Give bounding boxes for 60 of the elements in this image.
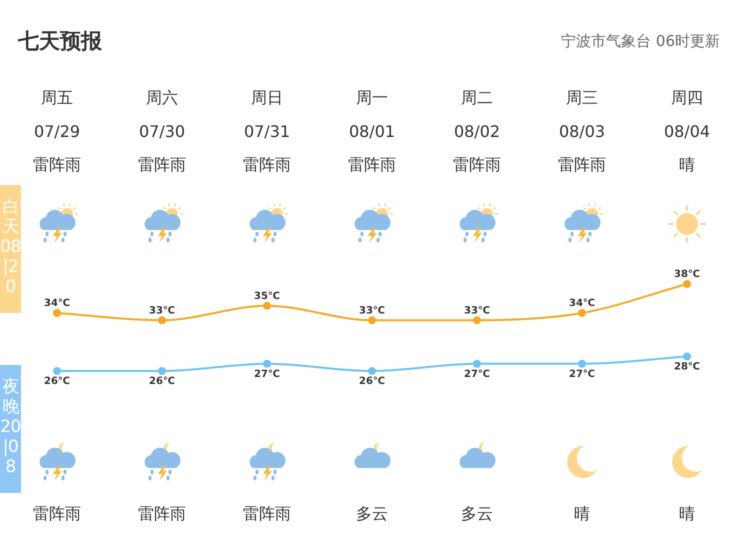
text: 白天08|20: [0, 185, 21, 313]
text: 08/03: [558, 122, 606, 141]
data-label: 34℃: [568, 298, 596, 309]
data-label: 26℃: [358, 376, 386, 387]
text: 雷阵雨: [243, 504, 291, 523]
point: [473, 360, 481, 368]
text: 雷阵雨: [33, 155, 81, 174]
text: 雷阵雨: [558, 155, 606, 174]
text: 雷阵雨: [33, 504, 81, 523]
data-label: 27℃: [568, 368, 596, 380]
data-label: 33℃: [148, 305, 176, 316]
point: [368, 367, 376, 375]
text: 雷阵雨: [138, 504, 186, 523]
data-label: 35℃: [254, 290, 280, 302]
point: [53, 309, 61, 317]
data-label: 26℃: [44, 376, 70, 387]
series-label: 夜晚20|08: [0, 365, 21, 493]
data-label: 27℃: [464, 368, 490, 380]
x-tick-label: 周四: [671, 88, 703, 107]
chart-subtitle: 宁波市气象台 06时更新: [561, 32, 720, 50]
text: 晴: [679, 155, 695, 174]
text: 雷阵雨: [453, 155, 501, 174]
x-tick-label: 周一: [356, 88, 388, 107]
data-label: 27℃: [254, 368, 280, 380]
text: 晴: [574, 504, 590, 523]
text: 08/02: [454, 122, 500, 141]
text: 07/30: [138, 122, 186, 141]
x-tick-label: 周六: [146, 88, 178, 107]
text: 晴: [679, 504, 695, 523]
text: 08/01: [348, 122, 396, 141]
text: 多云: [461, 504, 493, 523]
data-label: 34℃: [44, 298, 70, 309]
point: [473, 316, 481, 324]
text: 雷阵雨: [348, 155, 396, 174]
point: [263, 360, 271, 368]
text: 07/29: [34, 122, 80, 141]
data-label: 33℃: [464, 305, 490, 316]
data-label: 33℃: [358, 305, 386, 316]
point: [263, 302, 271, 310]
point: [158, 316, 166, 324]
text: 雷阵雨: [243, 155, 291, 174]
point: [578, 309, 586, 317]
x-tick-label: 周五: [41, 88, 73, 107]
point: [683, 352, 691, 360]
data-label: 38℃: [674, 269, 700, 280]
text: 多云: [356, 504, 388, 523]
data-label: 28℃: [674, 362, 700, 372]
point: [53, 367, 61, 375]
x-tick-label: 周二: [461, 88, 493, 107]
x-tick-label: 周三: [566, 88, 598, 107]
x-tick-label: 周日: [251, 88, 283, 107]
point: [578, 360, 586, 368]
text: 07/31: [244, 122, 290, 141]
text: 雷阵雨: [138, 155, 186, 174]
point: [368, 316, 376, 324]
chart-title: 七天预报: [17, 29, 103, 53]
text: 08/04: [664, 122, 710, 141]
data-label: 26℃: [148, 376, 176, 387]
point: [683, 280, 691, 288]
point: [158, 367, 166, 375]
